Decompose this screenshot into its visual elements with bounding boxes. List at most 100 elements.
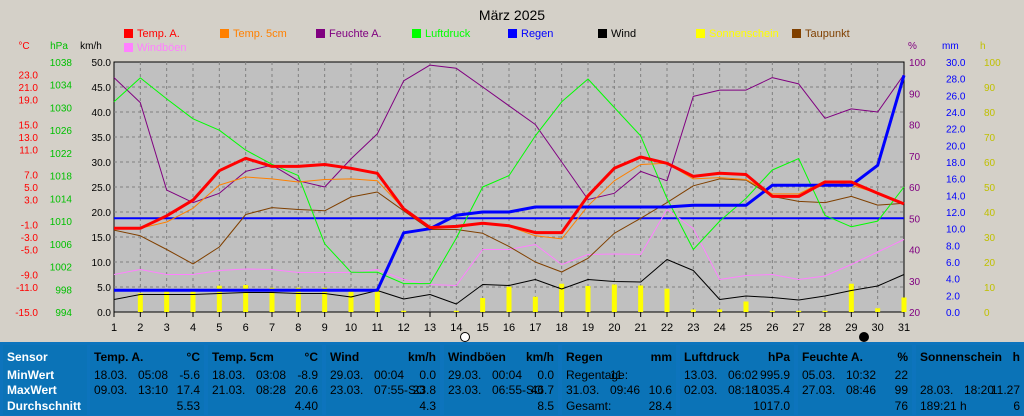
x-tick-4: 4: [190, 322, 196, 334]
x-tick-27: 27: [793, 322, 805, 334]
x-tick-28: 28: [819, 322, 831, 334]
sun-axis-unit: h: [980, 41, 986, 52]
stat-avg-label: Gesamt:: [566, 399, 612, 413]
sun-bar-31: [901, 297, 907, 312]
x-tick-25: 25: [740, 322, 752, 334]
stat-max-value: 10.6: [648, 383, 672, 397]
x-tick-21: 21: [635, 322, 647, 334]
x-tick-11: 11: [372, 322, 383, 334]
rain-tick-0: 30.0: [946, 58, 966, 69]
sun-tick-3: 70: [984, 133, 996, 144]
sun-bar-15: [480, 298, 486, 312]
sun-bar-10: [348, 291, 354, 312]
stat-column-sonnenschein: Sonnenschein h 28.03. 18:20 11.27 189:21 h 6: [916, 345, 1024, 415]
stat-title: Temp. 5cm: [212, 350, 274, 364]
x-tick-18: 18: [556, 322, 568, 334]
stat-min-time: 00:04: [492, 368, 523, 382]
series-line-wind: [113, 259, 905, 305]
temp-tick-0: 23.0: [19, 71, 39, 82]
stat-max-time: 07:55-SO: [374, 383, 426, 397]
sun-tick-2: 80: [984, 108, 996, 119]
left-axes: °C hPa km/h23.021.019.015.013.011.07.05.03…: [15, 41, 111, 319]
temp-tick-12: -9.0: [21, 271, 39, 282]
stat-unit: hPa: [767, 350, 790, 364]
legend: Temp. A. Temp. 5cm Feuchte A. Luftdruck Rege…: [124, 28, 850, 54]
legend-label-1: Temp. 5cm: [233, 28, 287, 40]
temp-tick-4: 13.0: [19, 133, 39, 144]
x-tick-9: 9: [322, 322, 328, 334]
statistics-table: Sensor MinWert MaxWert Durchschnitt Temp…: [0, 342, 1024, 416]
x-axis: 1 2 3 4 5 6 7 8 9 10 11 12 13 14 15 16 17 18 19 20 21 22 23 24 2…: [111, 312, 910, 334]
temp-tick-2: 19.0: [19, 96, 39, 107]
temp-tick-9: -1.0: [21, 221, 39, 232]
rain-tick-11: 8.0: [946, 241, 960, 252]
weather-chart: März 2025 Temp. A. Temp. 5cm Feuchte A. Luf…: [15, 7, 1002, 342]
sun-bar-19: [585, 286, 591, 312]
stat-column-temp-a-: Temp. A. °C 18.03. 05:08 -5.6 09.03. 13:10 17.4…: [90, 345, 204, 415]
stat-column-wind: Wind km/h 29.03. 00:04 0.0 23.03. 07:55-SO 23.8…: [326, 345, 440, 415]
legend-label-0: Temp. A.: [137, 28, 180, 40]
rain-tick-4: 22.0: [946, 125, 966, 136]
series-line-windb-en: [113, 209, 905, 286]
rain-tick-15: 0.0: [946, 308, 960, 319]
stat-unit: km/h: [407, 350, 436, 364]
stat-max-time: 06:55-SO: [492, 383, 544, 397]
sun-tick-1: 90: [984, 83, 996, 94]
sun-bar-18: [559, 283, 565, 312]
label-sensor: Sensor: [7, 350, 48, 364]
pressure-tick-10: 998: [55, 285, 72, 296]
label-avg: Durchschnitt: [7, 399, 82, 413]
stat-min-value: 22: [894, 368, 908, 382]
x-tick-26: 26: [766, 322, 778, 334]
x-tick-1: 1: [111, 322, 117, 334]
stat-min-time: 03:08: [256, 368, 287, 382]
sunshine-bars: [137, 283, 907, 312]
stat-average: 4.40: [294, 399, 318, 413]
x-tick-23: 23: [687, 322, 699, 334]
pressure-tick-1: 1034: [50, 81, 73, 92]
stat-min-date: 29.03.: [448, 368, 482, 382]
stat-min-time: 10:32: [846, 368, 877, 382]
series-line-feuchte-a-: [113, 64, 905, 204]
x-tick-24: 24: [714, 322, 726, 334]
legend-swatch-6: [696, 29, 705, 38]
wind-tick-0: 50.0: [92, 58, 112, 69]
pressure-tick-9: 1002: [50, 263, 73, 274]
stat-avg-label: 189:21 h: [920, 399, 967, 413]
stat-column-windb-en: Windböen km/h 29.03. 00:04 0.0 23.03. 06:55-SO…: [444, 345, 558, 415]
stat-max-date: 09.03.: [94, 383, 128, 397]
stat-min-value: 995.9: [759, 368, 790, 382]
sun-bar-23: [690, 309, 696, 312]
humidity-tick-1: 90: [909, 89, 921, 100]
stat-max-date: 31.03.: [566, 383, 600, 397]
stat-max-time: 08:46: [846, 383, 877, 397]
stat-title: Regen: [566, 350, 603, 364]
legend-label-4: Regen: [521, 28, 553, 40]
temp-tick-13: -11.0: [16, 283, 38, 294]
stat-average: 1017.0: [753, 399, 790, 413]
rain-tick-13: 4.0: [946, 275, 960, 286]
wind-tick-10: 0.0: [97, 308, 111, 319]
wind-tick-1: 45.0: [92, 83, 112, 94]
stat-min-date: 18.03.: [94, 368, 128, 382]
sun-bar-7: [269, 287, 275, 312]
stat-max-date: 02.03.: [684, 383, 718, 397]
pressure-tick-2: 1030: [50, 103, 73, 114]
stat-min-time: 05:08: [138, 368, 169, 382]
temp-tick-1: 21.0: [19, 83, 39, 94]
sun-tick-4: 60: [984, 158, 996, 169]
x-tick-8: 8: [295, 322, 301, 334]
series-lines: [113, 64, 906, 305]
sun-bar-8: [295, 287, 301, 312]
x-tick-2: 2: [137, 322, 143, 334]
legend-label-8: Windböen: [137, 42, 187, 54]
sun-tick-0: 100: [984, 58, 1001, 69]
legend-label-2: Feuchte A.: [329, 28, 382, 40]
stat-average: 28.4: [648, 399, 672, 413]
stat-title: Feuchte A.: [802, 350, 863, 364]
stat-average: 5.53: [176, 399, 200, 413]
humidity-tick-4: 60: [909, 183, 921, 194]
series-line-regen: [114, 74, 906, 292]
legend-swatch-4: [508, 29, 517, 38]
x-tick-29: 29: [845, 322, 857, 334]
